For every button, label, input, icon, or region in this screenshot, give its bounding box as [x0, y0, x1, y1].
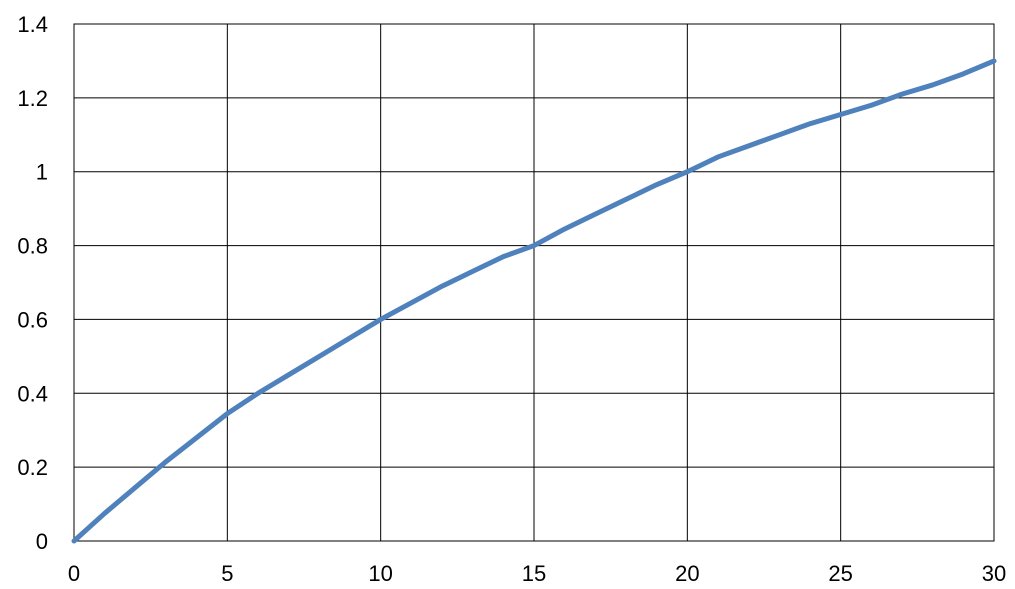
- x-tick-label-4: 20: [675, 561, 699, 586]
- x-tick-label-5: 25: [828, 561, 852, 586]
- y-tick-label-1: 0.2: [17, 455, 48, 480]
- y-tick-label-0: 0: [36, 529, 48, 554]
- series-layer: [71, 58, 997, 544]
- y-tick-label-3: 0.6: [17, 307, 48, 332]
- plot-area-frame: [73, 23, 995, 542]
- y-tick-label-5: 1: [36, 160, 48, 185]
- x-tick-label-2: 10: [368, 561, 392, 586]
- x-tick-label-0: 0: [68, 561, 80, 586]
- x-axis-tick-labels: 0 5 10 15 20 25 30: [68, 561, 1006, 586]
- y-tick-label-7: 1.4: [17, 12, 48, 37]
- x-tick-label-1: 5: [221, 561, 233, 586]
- grid-lines: [73, 23, 995, 542]
- y-tick-label-4: 0.8: [17, 234, 48, 259]
- series-line-0: [71, 58, 997, 544]
- x-tick-label-3: 15: [522, 561, 546, 586]
- y-tick-label-6: 1.2: [17, 86, 48, 111]
- x-tick-label-6: 30: [982, 561, 1006, 586]
- y-tick-label-2: 0.4: [17, 381, 48, 406]
- y-axis-tick-labels: 0 0.2 0.4 0.6 0.8 1 1.2 1.4: [17, 12, 48, 554]
